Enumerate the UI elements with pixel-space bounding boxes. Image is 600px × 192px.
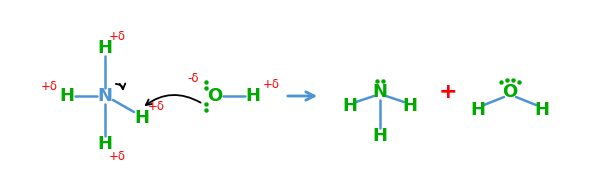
Text: H: H <box>134 109 149 127</box>
Text: H: H <box>470 101 485 119</box>
Text: N: N <box>97 87 113 105</box>
Text: +δ: +δ <box>41 79 58 93</box>
Text: H: H <box>97 39 113 57</box>
Text: H: H <box>535 101 550 119</box>
Text: H: H <box>59 87 74 105</box>
Text: +: + <box>439 82 457 102</box>
Text: -δ: -δ <box>187 71 199 84</box>
Text: +δ: +δ <box>148 99 164 113</box>
Text: +δ: +δ <box>263 78 280 90</box>
FancyArrowPatch shape <box>116 84 125 89</box>
Text: H: H <box>403 97 418 115</box>
Text: +δ: +δ <box>109 150 125 162</box>
Text: O: O <box>208 87 223 105</box>
Text: O: O <box>502 83 518 101</box>
Text: H: H <box>97 135 113 153</box>
Text: H: H <box>343 97 358 115</box>
Text: H: H <box>373 127 388 145</box>
Text: +δ: +δ <box>109 30 125 42</box>
Text: H: H <box>245 87 260 105</box>
FancyArrowPatch shape <box>146 95 200 105</box>
Text: N: N <box>373 83 388 101</box>
